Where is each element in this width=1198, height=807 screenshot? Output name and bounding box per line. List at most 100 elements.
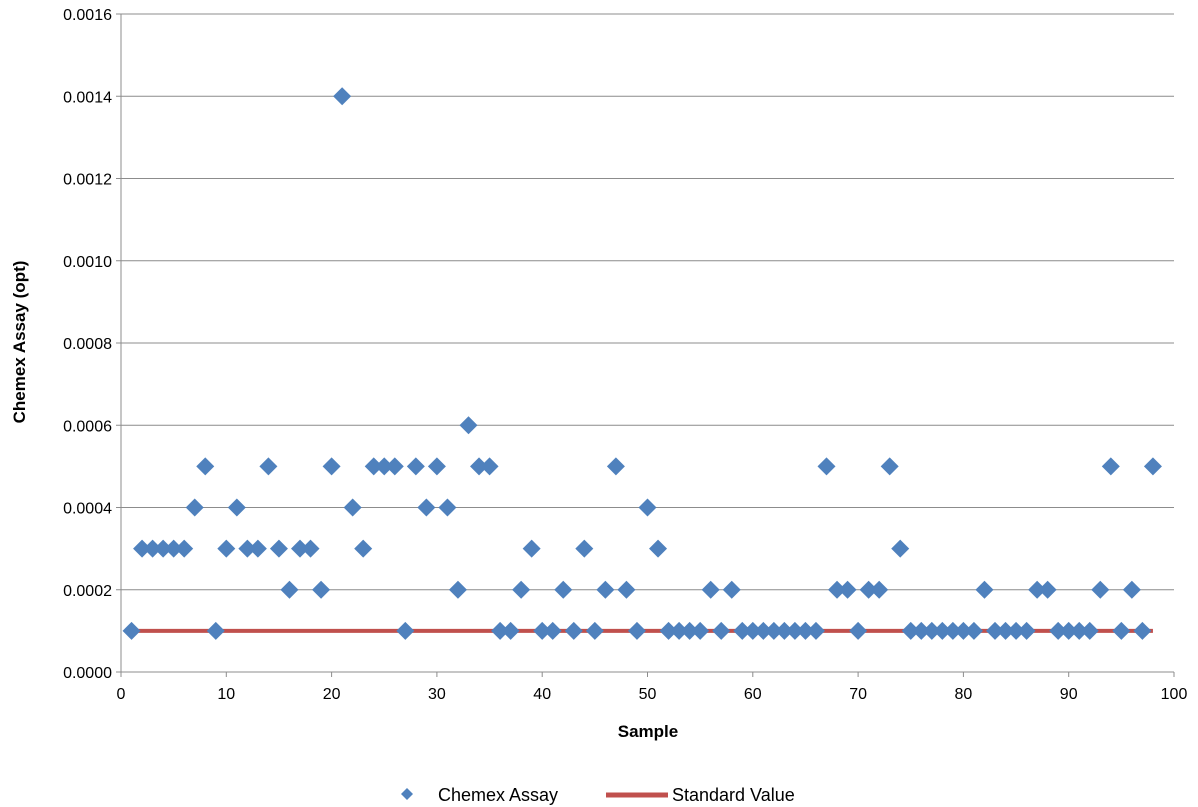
chemex-assay-point [964,621,983,640]
chemex-assay-point [975,580,994,599]
chemex-assay-point [943,621,962,640]
x-tick-label: 70 [849,686,867,703]
x-tick-label: 0 [117,686,126,703]
legend-label-chemex-assay: Chemex Assay [438,785,558,805]
y-tick-label: 0.0002 [63,583,112,600]
chemex-assay-point [870,580,889,599]
chemex-assay-point [259,457,278,476]
y-tick-label: 0.0014 [63,89,112,106]
y-tick-label: 0.0008 [63,336,112,353]
chemex-assay-point [754,621,773,640]
chemex-assay-point [280,580,299,599]
chemex-assay-point [1038,580,1057,599]
chemex-assay-point [333,87,352,106]
chemex-assay-point [354,539,373,558]
chemex-assay-point [933,621,952,640]
chemex-assay-point [1007,621,1026,640]
x-tick-label: 50 [639,686,657,703]
chemex-assay-point [764,621,783,640]
chemex-assay-point [312,580,331,599]
chemex-assay-point [1122,580,1141,599]
chemex-assay-point [322,457,341,476]
chemex-assay-point [406,457,425,476]
chemex-assay-point [533,621,552,640]
chemex-assay-point [701,580,720,599]
chemex-assay-point [712,621,731,640]
chemex-assay-point [480,457,499,476]
y-tick-label: 0.0010 [63,254,112,271]
chemex-assay-point [1080,621,1099,640]
chemex-assay-point [301,539,320,558]
chemex-assay-point [501,621,520,640]
chemex-assay-point [806,621,825,640]
chemex-assay-point [743,621,762,640]
x-tick-label: 30 [428,686,446,703]
chemex-assay-point [1028,580,1047,599]
chemex-assay-point [859,580,878,599]
chemex-assay-point [838,580,857,599]
y-tick-label: 0.0006 [63,418,112,435]
chemex-assay-point [175,539,194,558]
chemex-assay-point [617,580,636,599]
chemex-assay-point [1070,621,1089,640]
chemex-assay-point [564,621,583,640]
x-tick-label: 20 [323,686,341,703]
x-tick-label: 90 [1060,686,1078,703]
chemex-assay-point [775,621,794,640]
y-axis-title: Chemex Assay (opt) [10,261,29,424]
x-tick-label: 40 [533,686,551,703]
chemex-assay-point [427,457,446,476]
chemex-assay-point [522,539,541,558]
chemex-assay-point [438,498,457,517]
chemex-assay-point [649,539,668,558]
chemex-assay-point [385,457,404,476]
chemex-assay-point [417,498,436,517]
chemex-assay-point [733,621,752,640]
chemex-assay-point [196,457,215,476]
chemex-assay-point [912,621,931,640]
chemex-assay-point [996,621,1015,640]
chemex-assay-point [1091,580,1110,599]
chemex-assay-point [670,621,689,640]
chemex-assay-point [606,457,625,476]
y-tick-label: 0.0004 [63,501,112,518]
chemex-assay-point [722,580,741,599]
chemex-assay-point [985,621,1004,640]
chemex-assay-point [122,621,141,640]
chemex-assay-point [1017,621,1036,640]
chemex-assay-point [785,621,804,640]
y-tick-labels: 0.0000 0.0002 0.0004 0.0006 0.0008 0.0010 0.00… [63,7,112,682]
x-axis-title: Sample [618,722,678,741]
chemex-assay-point [291,539,310,558]
x-tick-label: 10 [217,686,235,703]
chemex-assay-point [491,621,510,640]
chemex-assay-point [143,539,162,558]
chemex-assay-point [1049,621,1068,640]
chemex-assay-point [638,498,657,517]
chemex-assay-series [122,87,1162,640]
x-tick-label: 100 [1161,686,1188,703]
y-tick-label: 0.0000 [63,665,112,682]
chemex-assay-point [880,457,899,476]
chemex-assay-point [627,621,646,640]
y-tick-label: 0.0016 [63,7,112,24]
chemex-assay-point [954,621,973,640]
chemex-assay-point [1112,621,1131,640]
x-tick-labels: 0 10 20 30 40 50 60 70 80 90 100 [117,686,1188,703]
chemex-assay-point [343,498,362,517]
chemex-assay-point [396,621,415,640]
chemex-assay-point [901,621,920,640]
y-tick-label: 0.0012 [63,172,112,189]
chemex-assay-point [459,416,478,435]
chemex-assay-point [1143,457,1162,476]
chemex-assay-point [364,457,383,476]
chemex-assay-point [470,457,489,476]
chemex-assay-point [796,621,815,640]
chemex-assay-point [849,621,868,640]
legend-marker-chemex-assay [401,788,413,800]
chemex-assay-point [164,539,183,558]
chemex-assay-point [680,621,699,640]
chemex-assay-point [1101,457,1120,476]
chemex-assay-point [828,580,847,599]
